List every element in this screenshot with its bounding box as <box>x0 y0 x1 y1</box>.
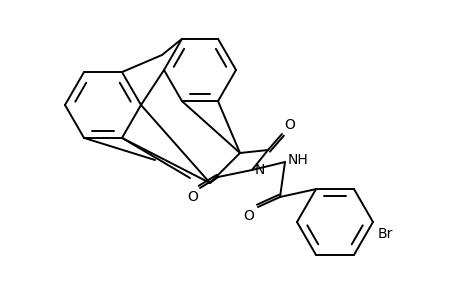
Text: Br: Br <box>377 227 392 241</box>
Text: NH: NH <box>287 153 308 167</box>
Text: O: O <box>187 190 197 204</box>
Text: O: O <box>243 209 253 223</box>
Text: N: N <box>254 163 265 177</box>
Text: O: O <box>283 118 294 132</box>
